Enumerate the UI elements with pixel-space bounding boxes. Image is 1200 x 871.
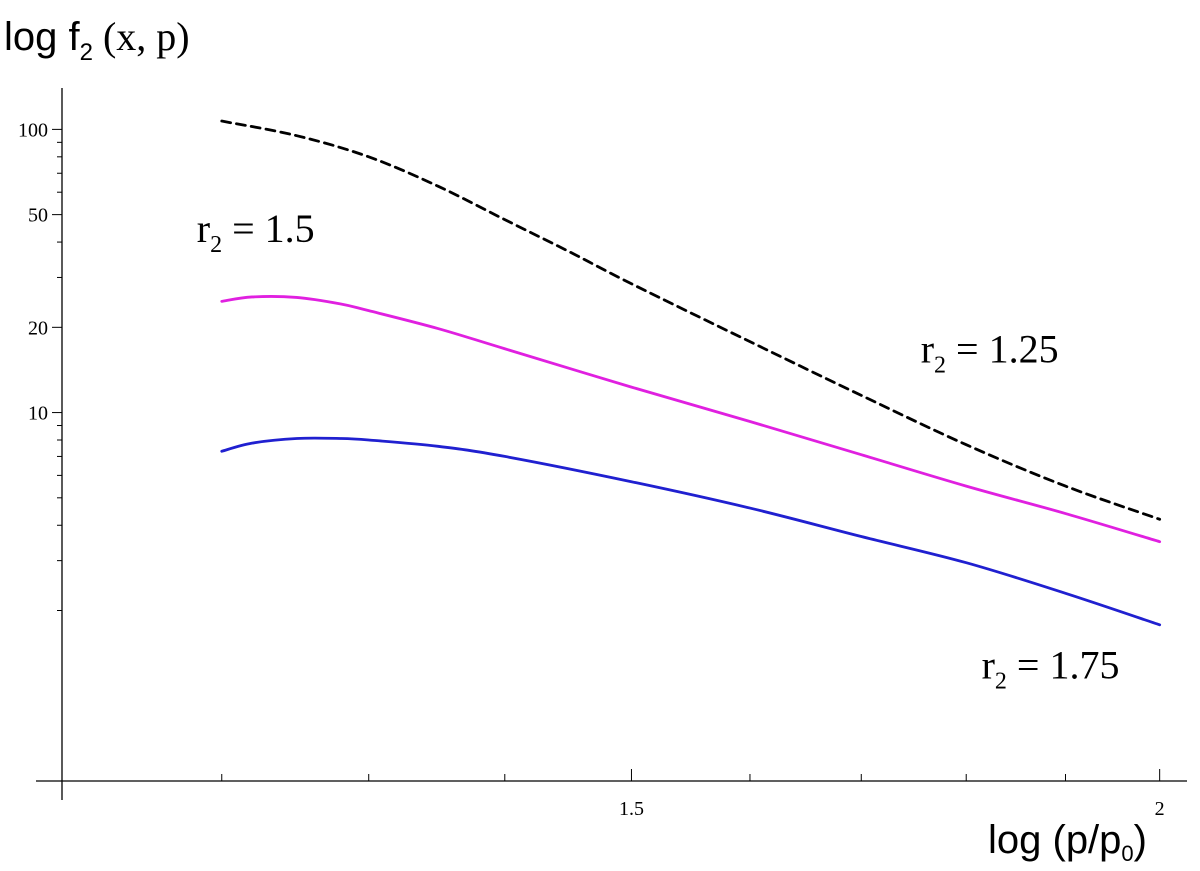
x-axis-title-rest: ) (1134, 818, 1147, 862)
x-axis-title-main: log (p/p (988, 818, 1121, 862)
y-tick-label-2: 50 (28, 205, 48, 227)
curve-label-0: r2 = 1.5 (197, 206, 315, 258)
axis-ticks: 1.5 2 10 20 50 100 (18, 119, 1165, 820)
series-line-0 (220, 119, 1162, 521)
x-axis-title-subscript: 0 (1121, 841, 1133, 866)
series-line-1 (220, 295, 1162, 544)
y-axis-title-main: log f (4, 15, 80, 59)
x-axis-title: log (p/p0) (988, 818, 1147, 866)
x-tick-label-0: 1.5 (619, 798, 644, 820)
y-axis-title-rest: (x, p) (93, 14, 190, 59)
curve-label-1: r2 = 1.25 (921, 327, 1059, 379)
y-tick-label-0: 10 (28, 403, 48, 425)
x-tick-label-1: 2 (1155, 798, 1165, 820)
y-axis-title: log f2 (x, p) (4, 14, 190, 66)
y-axis-title-subscript: 2 (80, 39, 93, 66)
curve-label-2: r2 = 1.75 (982, 643, 1120, 695)
curve-labels: r2 = 1.5 r2 = 1.25 r2 = 1.75 (197, 206, 1120, 694)
y-tick-label-1: 20 (28, 317, 48, 339)
y-tick-label-3: 100 (18, 119, 48, 141)
series-line-2 (220, 436, 1162, 627)
series-layer (220, 119, 1162, 627)
